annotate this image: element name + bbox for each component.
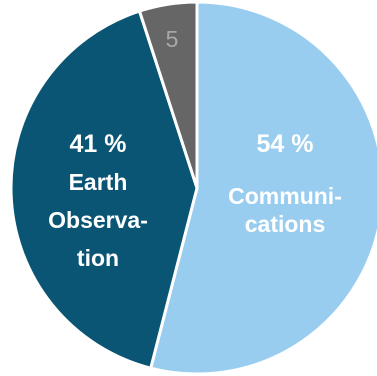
- slice-name-label: tion: [77, 245, 119, 271]
- pie-slice-value-5: [138, 0, 199, 190]
- slice-value-label: 5: [166, 26, 179, 52]
- pie-labels: 54 % Communi-cations 41 % Earth Observa-tion…: [48, 26, 342, 271]
- slice-name-label: cations: [245, 211, 326, 237]
- slice-name-label: Communi-: [228, 183, 342, 209]
- slice-value-label: 41 %: [70, 130, 127, 158]
- slice-value-label: 54 %: [257, 130, 314, 158]
- pie-slices: [9, 0, 377, 376]
- slice-name-label: Earth: [69, 169, 128, 195]
- pie-slice-earth-observation: [9, 9, 199, 370]
- slice-name-label: Observa-: [48, 207, 148, 233]
- pie-slice-communications: [149, 0, 377, 376]
